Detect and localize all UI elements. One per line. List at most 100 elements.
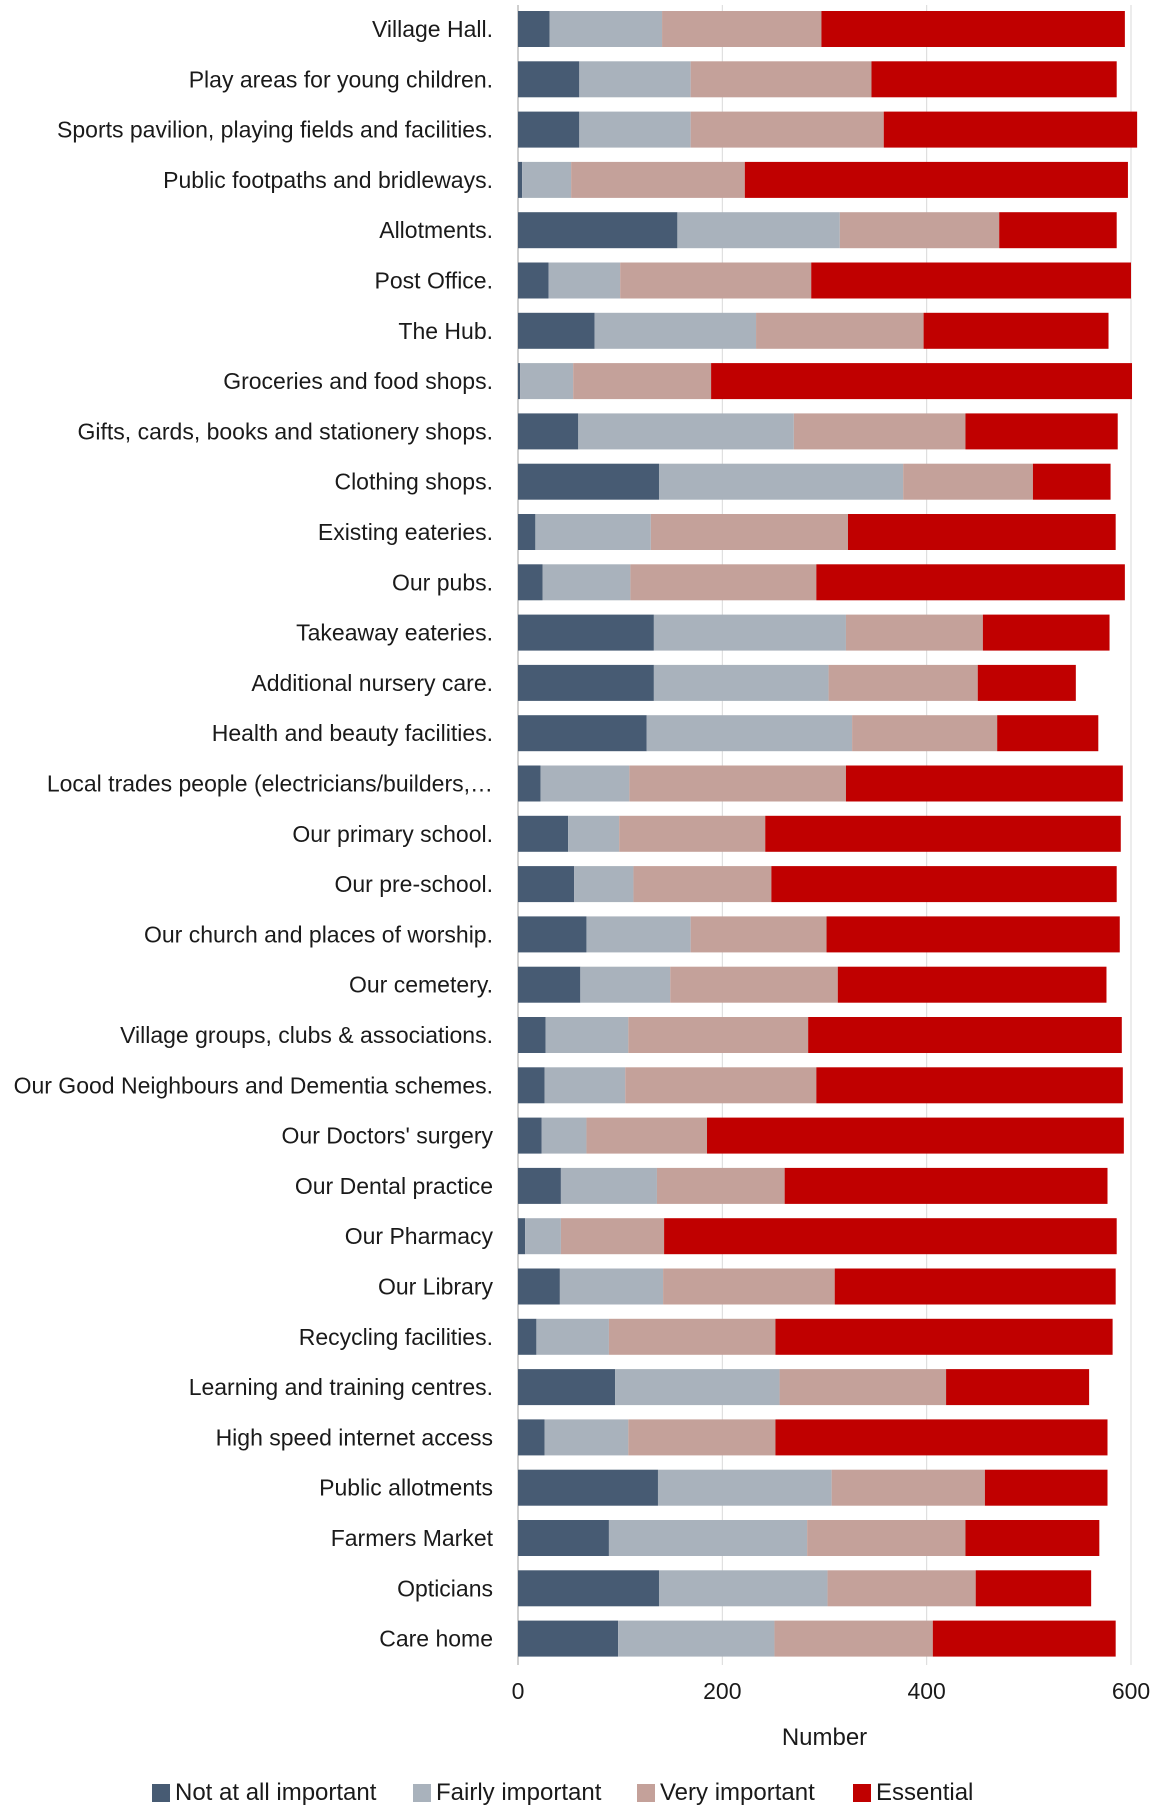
bar-segment — [518, 514, 536, 550]
bar-segment — [628, 1419, 776, 1456]
category-label: Takeaway eateries. — [296, 620, 493, 646]
bar-segment — [871, 61, 1117, 98]
bar-segment — [847, 514, 1116, 550]
legend-swatch — [853, 1784, 871, 1802]
bar-segment — [646, 715, 853, 752]
bar-segment — [775, 1419, 1108, 1456]
bar-segment — [845, 765, 1123, 802]
legend-label: Not at all important — [175, 1779, 377, 1806]
category-label: Care home — [379, 1626, 493, 1652]
bar-segment — [656, 1167, 785, 1204]
category-label: Village Hall. — [372, 16, 493, 42]
bar-segment — [650, 514, 848, 550]
bar-segment — [677, 212, 840, 249]
category-label: Local trades people (electricians/builde… — [47, 771, 493, 797]
bar-segment — [628, 1017, 809, 1053]
x-axis: 0 200 400 600 — [512, 1678, 1151, 1704]
bar-segment — [608, 1318, 776, 1355]
bar-segment — [756, 312, 924, 349]
category-label: Existing eateries. — [318, 519, 493, 545]
category-label: Health and beauty facilities. — [212, 720, 493, 746]
bar-segment — [816, 1067, 1123, 1104]
bar-segment — [544, 1419, 629, 1456]
bar-segment — [518, 463, 659, 500]
category-label: Our Dental practice — [295, 1173, 493, 1199]
bar-segment — [653, 614, 846, 651]
bar-segment — [579, 61, 691, 98]
bar-segment — [573, 363, 712, 400]
bar-segment — [536, 1318, 609, 1355]
bar-segment — [619, 815, 766, 852]
bar-segment — [518, 866, 575, 903]
bar-segment — [984, 1469, 1108, 1506]
bar-segment — [518, 312, 595, 349]
bar-segment — [518, 413, 579, 450]
bar-segment — [839, 212, 1000, 249]
bar-segment — [664, 1218, 1117, 1255]
category-label: Additional nursery care. — [251, 670, 493, 696]
bar-segment — [811, 262, 1131, 299]
category-label: Our primary school. — [292, 821, 493, 847]
category-label: Gifts, cards, books and stationery shops… — [78, 418, 493, 444]
bar-segment — [574, 866, 634, 903]
bar-segment — [662, 11, 822, 47]
category-label: Our pre-school. — [334, 871, 493, 897]
bar-segment — [923, 312, 1109, 349]
category-label: Allotments. — [379, 217, 493, 243]
bar-segment — [779, 1369, 947, 1406]
category-label: Public footpaths and bridleways. — [163, 167, 493, 193]
category-label: Sports pavilion, playing fields and faci… — [57, 117, 493, 143]
bar-segment — [518, 564, 543, 601]
bar-segment — [518, 1117, 542, 1154]
bar-segment — [568, 815, 620, 852]
x-tick-label: 200 — [703, 1678, 741, 1704]
bar-segment — [518, 11, 550, 47]
legend-swatch — [413, 1784, 431, 1802]
bar-segment — [744, 161, 1128, 198]
bar-segment — [586, 1117, 708, 1154]
bar-segment — [831, 1469, 985, 1506]
bar-segment — [625, 1067, 817, 1104]
bar-segment — [535, 514, 651, 550]
x-tick-label: 600 — [1112, 1678, 1150, 1704]
bar-segment — [518, 966, 581, 1003]
bar-segment — [518, 212, 678, 249]
bar-segment — [999, 212, 1117, 249]
legend-label: Very important — [660, 1779, 815, 1806]
bar-segment — [690, 111, 884, 148]
bar-segment — [997, 715, 1099, 752]
bar-segment — [620, 262, 812, 299]
bar-segment — [518, 614, 654, 651]
category-label: Our Good Neighbours and Dementia schemes… — [14, 1072, 493, 1098]
bar-segment — [518, 1318, 537, 1355]
bar-segment — [615, 1369, 780, 1406]
bar-segment — [932, 1620, 1116, 1657]
legend-label: Essential — [876, 1779, 973, 1806]
category-label: Opticians — [397, 1575, 493, 1601]
bars — [518, 11, 1138, 1657]
category-label: Public allotments — [319, 1475, 493, 1501]
bar-segment — [518, 664, 654, 701]
bar-segment — [657, 1469, 832, 1506]
bar-segment — [525, 1218, 561, 1255]
x-axis-title: Number — [782, 1724, 867, 1751]
bar-segment — [965, 1520, 1100, 1556]
legend-label: Fairly important — [436, 1779, 602, 1806]
bar-segment — [544, 1067, 626, 1104]
bar-segment — [548, 262, 621, 299]
bar-segment — [518, 916, 587, 953]
bar-segment — [837, 966, 1107, 1003]
bar-segment — [852, 715, 998, 752]
bar-segment — [707, 1117, 1124, 1154]
bar-segment — [658, 1570, 828, 1607]
category-label: Our church and places of worship. — [144, 921, 493, 947]
bar-segment — [571, 161, 745, 198]
bar-segment — [560, 1218, 665, 1255]
bar-segment — [793, 413, 966, 450]
bar-segment — [845, 614, 983, 651]
category-label: Clothing shops. — [334, 469, 493, 495]
bar-segment — [545, 1017, 629, 1053]
bar-segment — [518, 111, 580, 148]
category-label: Village groups, clubs & associations. — [120, 1022, 493, 1048]
